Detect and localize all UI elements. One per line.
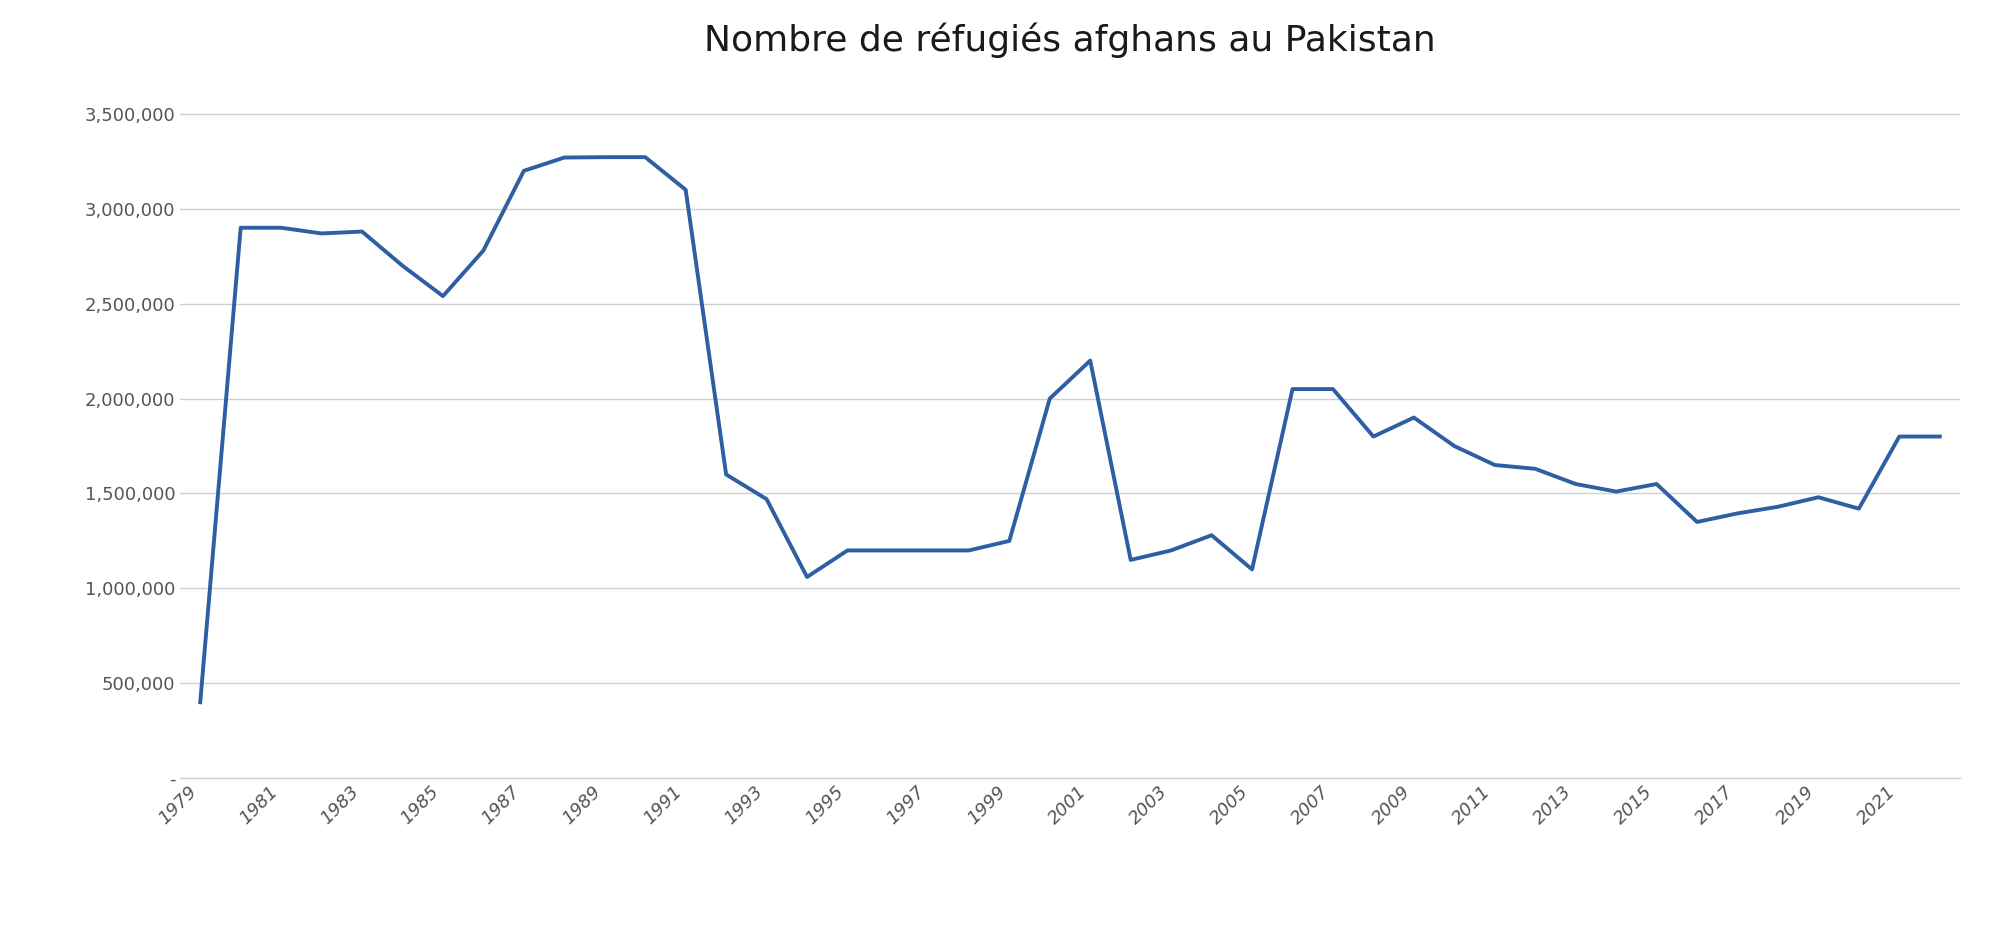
Title: Nombre de réfugiés afghans au Pakistan: Nombre de réfugiés afghans au Pakistan [704, 23, 1436, 58]
